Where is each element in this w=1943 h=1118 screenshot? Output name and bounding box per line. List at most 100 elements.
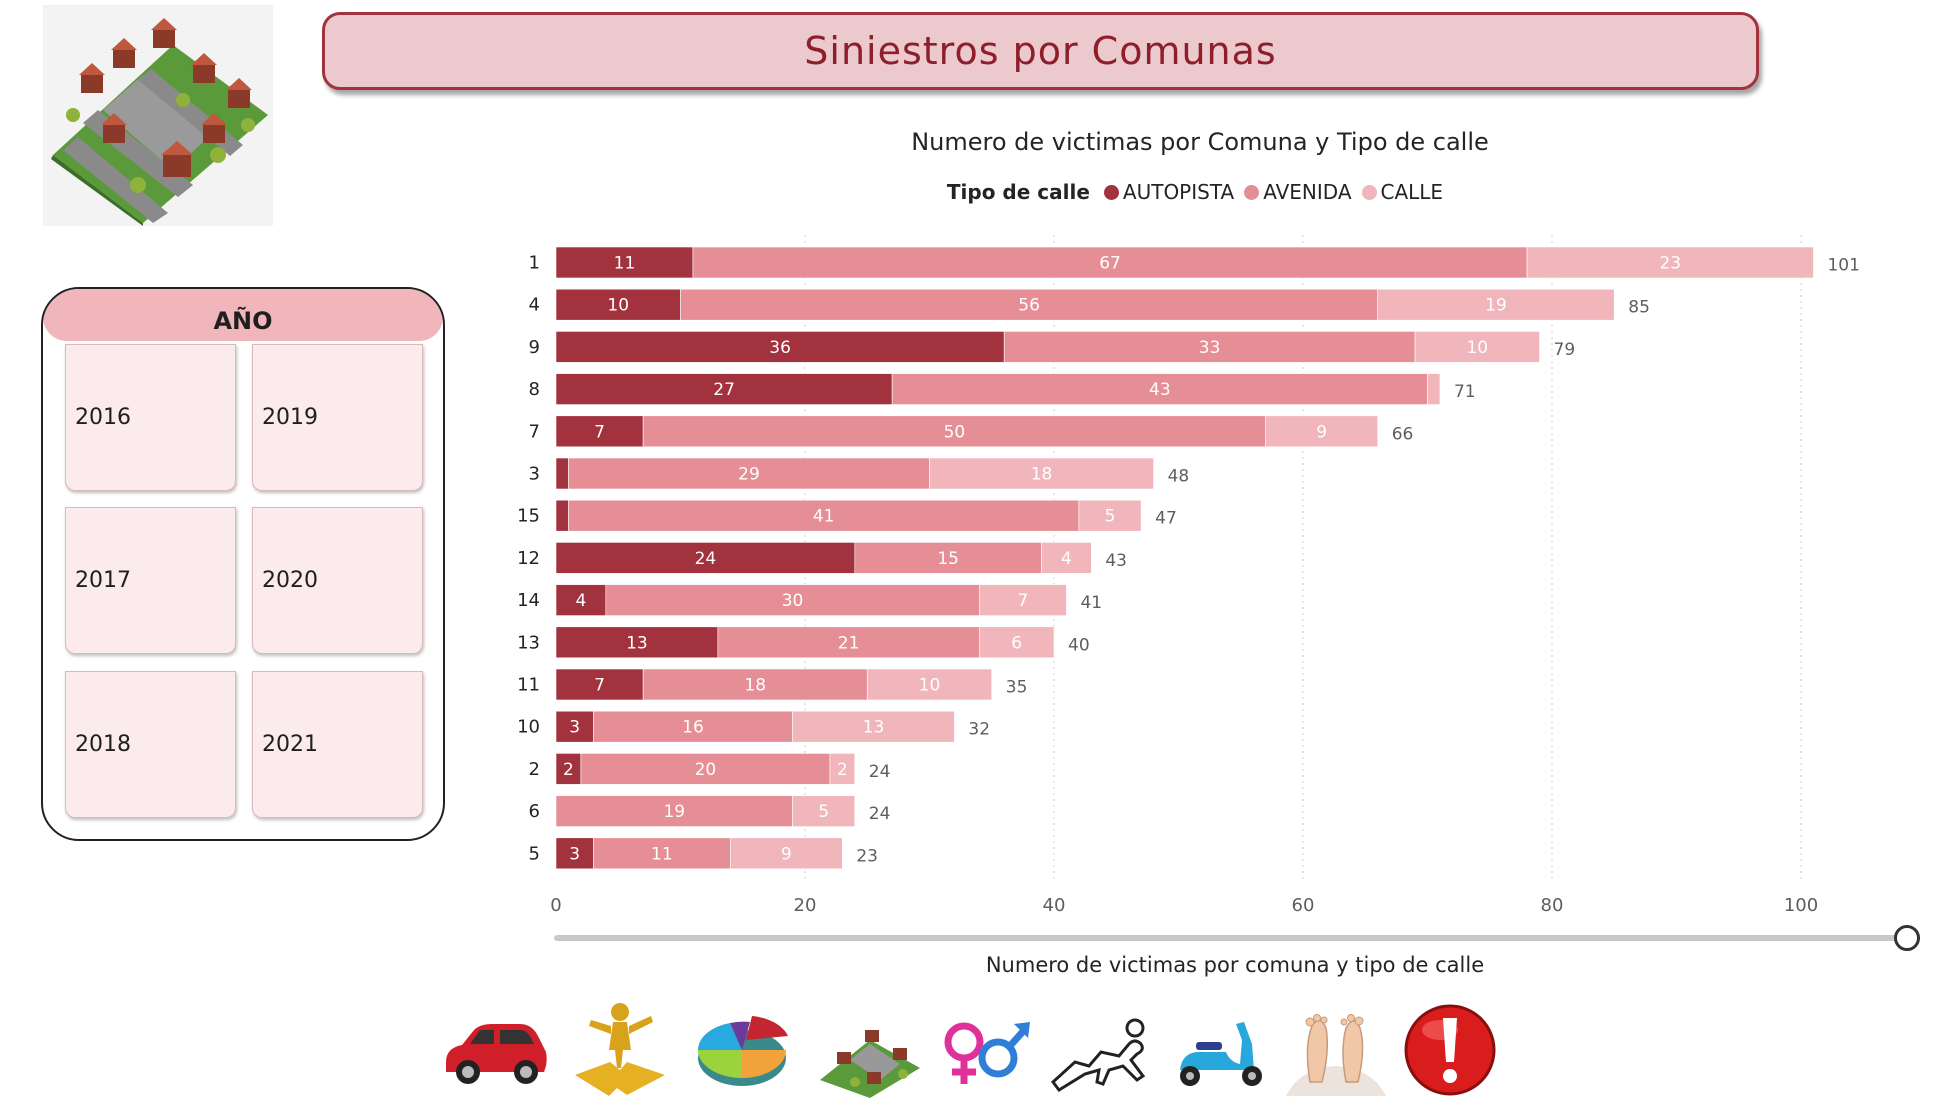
bar-segment-avenida[interactable]	[891, 373, 1428, 405]
bar-segment-avenida[interactable]	[580, 753, 831, 785]
bar-segment-avenida[interactable]	[680, 288, 1379, 321]
year-button-2021[interactable]: 2021	[252, 671, 423, 818]
x-tick-label: 60	[1292, 895, 1315, 916]
bar-segment-calle[interactable]	[1078, 499, 1142, 532]
data-label: 13	[863, 718, 885, 738]
bar-segment-calle[interactable]	[978, 584, 1067, 616]
data-label: 23	[1659, 254, 1681, 274]
chart-caption: Numero de victimas por comuna y tipo de …	[985, 953, 1485, 977]
zoom-slider-track[interactable]	[554, 935, 1906, 941]
bar-segment-avenida[interactable]	[605, 584, 980, 616]
gender-icon[interactable]	[930, 1000, 1040, 1100]
legend-dot	[1244, 184, 1260, 200]
bar-segment-autopista[interactable]	[555, 584, 607, 616]
puzzle-person-icon[interactable]	[565, 1000, 675, 1100]
city-logo-image	[43, 5, 273, 226]
total-label: 48	[1168, 467, 1190, 487]
bar-segment-calle[interactable]	[1041, 542, 1092, 574]
y-tick-label: 9	[529, 337, 540, 358]
bar-segment-calle[interactable]	[730, 837, 843, 870]
bar-segment-autopista[interactable]	[555, 753, 582, 785]
y-tick-label: 10	[517, 717, 540, 738]
bar-segment-avenida[interactable]	[593, 710, 793, 743]
year-button-2018[interactable]: 2018	[65, 671, 236, 818]
x-tick-label: 0	[550, 895, 561, 916]
city-map-icon[interactable]	[815, 1000, 925, 1100]
bar-segment-avenida[interactable]	[717, 626, 980, 659]
slicer-title: AÑO	[213, 307, 273, 335]
bar-segment-autopista[interactable]	[555, 626, 719, 659]
data-label: 19	[663, 802, 685, 822]
legend-title: Tipo de calle	[946, 180, 1090, 204]
bar-segment-calle[interactable]	[1414, 331, 1540, 363]
data-label: 11	[651, 844, 673, 864]
feet-icon[interactable]	[1280, 1000, 1390, 1100]
x-tick-label: 40	[1043, 895, 1066, 916]
total-label: 43	[1105, 551, 1127, 571]
legend-item-calle[interactable]: CALLE	[1361, 180, 1443, 204]
bar-segment-autopista[interactable]	[555, 288, 681, 321]
data-label: 3	[569, 844, 580, 864]
slicer-header: AÑO	[43, 289, 443, 341]
data-label: 36	[769, 338, 791, 358]
bar-segment-autopista[interactable]	[555, 710, 594, 743]
year-button-2016[interactable]: 2016	[65, 344, 236, 491]
y-tick-label: 15	[517, 506, 540, 527]
bar-segment-autopista[interactable]	[555, 499, 569, 532]
bar-segment-calle[interactable]	[866, 668, 993, 701]
zoom-slider-handle[interactable]	[1894, 925, 1920, 951]
bar-segment-calle[interactable]	[1377, 288, 1615, 321]
bar-segment-calle[interactable]	[929, 457, 1154, 490]
y-tick-label: 8	[529, 379, 540, 400]
bar-segment-calle[interactable]	[829, 753, 856, 785]
year-button-2017[interactable]: 2017	[65, 507, 236, 654]
year-button-2019[interactable]: 2019	[252, 344, 423, 491]
bar-segment-avenida[interactable]	[555, 795, 793, 827]
bar-segment-autopista[interactable]	[555, 542, 856, 574]
bar-segment-avenida[interactable]	[1003, 331, 1416, 363]
data-label: 18	[1031, 465, 1053, 485]
bar-segment-autopista[interactable]	[555, 457, 569, 490]
total-label: 41	[1080, 593, 1102, 613]
bar-segment-avenida[interactable]	[642, 415, 1266, 448]
total-label: 66	[1392, 424, 1414, 444]
legend-item-autopista[interactable]: AUTOPISTA	[1103, 180, 1235, 204]
bar-segment-autopista[interactable]	[555, 331, 1005, 363]
bar-segment-calle[interactable]	[792, 795, 856, 827]
bar-segment-calle[interactable]	[1526, 246, 1814, 279]
data-label: 41	[813, 507, 835, 527]
pie-chart-icon[interactable]	[690, 1000, 800, 1100]
bar-segment-autopista[interactable]	[555, 668, 644, 701]
total-label: 85	[1628, 298, 1650, 318]
legend-item-avenida[interactable]: AVENIDA	[1244, 180, 1352, 204]
total-label: 24	[869, 804, 891, 824]
data-label: 10	[919, 676, 941, 696]
alert-icon[interactable]	[1400, 1000, 1510, 1100]
y-tick-label: 4	[529, 295, 540, 316]
chart-title: Numero de victimas por Comuna y Tipo de …	[911, 128, 1489, 156]
bar-segment-calle[interactable]	[1427, 373, 1441, 405]
y-tick-label: 1	[529, 253, 540, 274]
chalk-outline-icon[interactable]	[1045, 1000, 1155, 1100]
bar-segment-avenida[interactable]	[692, 246, 1528, 279]
y-tick-label: 3	[529, 464, 540, 485]
data-label: 13	[626, 633, 648, 653]
bar-segment-calle[interactable]	[978, 626, 1055, 659]
car-icon[interactable]	[440, 1000, 550, 1100]
legend-label: AUTOPISTA	[1122, 180, 1235, 204]
year-button-2020[interactable]: 2020	[252, 507, 423, 654]
data-label: 2	[563, 760, 574, 780]
data-label: 7	[1017, 591, 1028, 611]
bar-segment-avenida[interactable]	[568, 499, 1080, 532]
bar-segment-autopista[interactable]	[555, 373, 893, 405]
total-label: 47	[1155, 509, 1177, 529]
bar-segment-autopista[interactable]	[555, 837, 594, 870]
y-tick-label: 14	[517, 590, 540, 611]
scooter-icon[interactable]	[1160, 1000, 1270, 1100]
bar-segment-avenida[interactable]	[593, 837, 731, 870]
bar-segment-avenida[interactable]	[568, 457, 930, 490]
data-label: 29	[738, 465, 760, 485]
bar-segment-calle[interactable]	[1265, 415, 1379, 448]
bar-segment-calle[interactable]	[792, 710, 955, 743]
